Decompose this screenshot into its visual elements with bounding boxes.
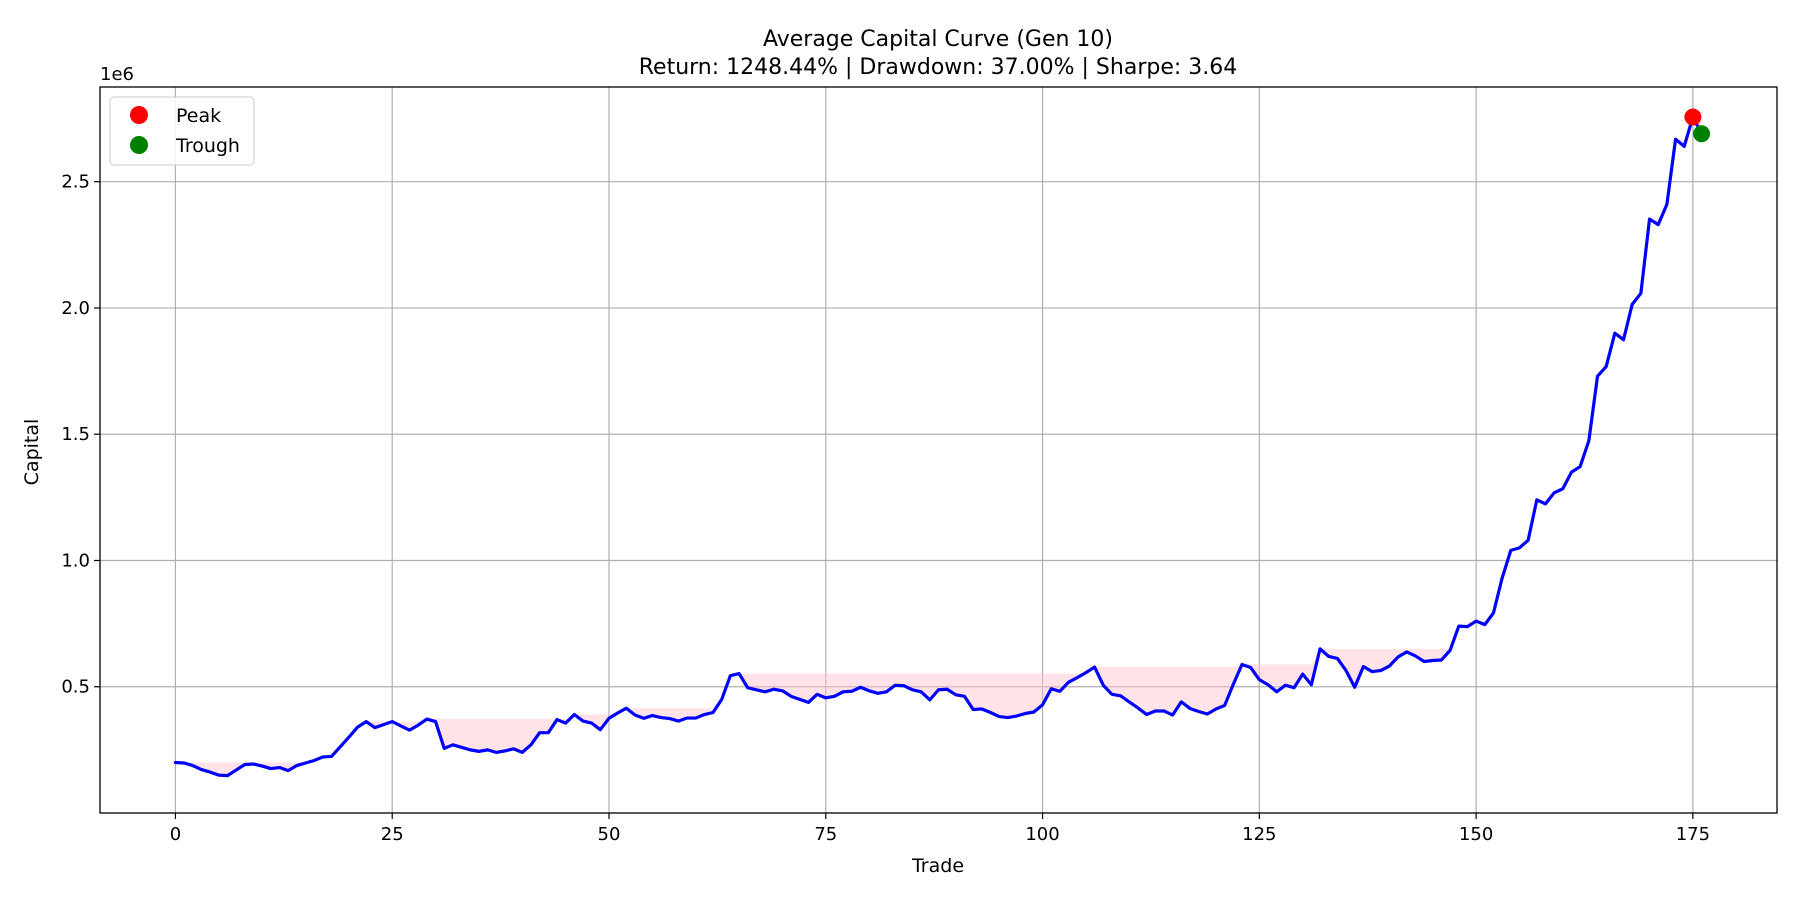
x-axis-ticks: 0 25 50 75 100 125 150 175 (170, 813, 1710, 845)
series-line-layer (173, 115, 1704, 778)
legend-trough-marker (130, 136, 148, 154)
chart-title: Average Capital Curve (Gen 10) (763, 27, 1113, 52)
y-axis-ticks: 0.5 1.0 1.5 2.0 2.5 (61, 172, 100, 698)
x-axis-label: Trade (911, 855, 964, 877)
y-tick-label: 2.0 (61, 298, 90, 319)
legend-peak-label: Peak (176, 105, 221, 127)
x-tick-label: 100 (1025, 824, 1059, 845)
x-tick-label: 150 (1459, 824, 1493, 845)
peak-marker (1684, 108, 1702, 126)
trough-marker (1693, 125, 1711, 143)
legend-peak-marker (130, 106, 148, 124)
x-tick-label: 50 (598, 824, 621, 845)
x-tick-label: 0 (170, 824, 181, 845)
y-tick-label: 0.5 (61, 677, 90, 698)
y-axis-label: Capital (21, 419, 43, 486)
y-tick-label: 1.5 (61, 424, 90, 445)
drawdown-fill-layer (175, 117, 1702, 776)
y-tick-label: 2.5 (61, 172, 90, 193)
x-tick-label: 75 (814, 824, 837, 845)
plot-area-frame (99, 86, 1778, 814)
legend: Peak Trough (109, 96, 255, 166)
x-tick-label: 175 (1676, 824, 1710, 845)
marker-layer (1684, 108, 1711, 143)
drawdown-fill (175, 117, 1702, 776)
x-tick-label: 125 (1242, 824, 1276, 845)
y-scale-offset-label: 1e6 (100, 64, 134, 85)
x-tick-label: 25 (381, 824, 404, 845)
legend-trough-label: Trough (175, 135, 240, 157)
y-tick-label: 1.0 (61, 550, 90, 571)
capital-series-line (173, 115, 1704, 778)
grid-lines (100, 87, 1777, 813)
chart-subtitle: Return: 1248.44% | Drawdown: 37.00% | Sh… (639, 55, 1238, 80)
